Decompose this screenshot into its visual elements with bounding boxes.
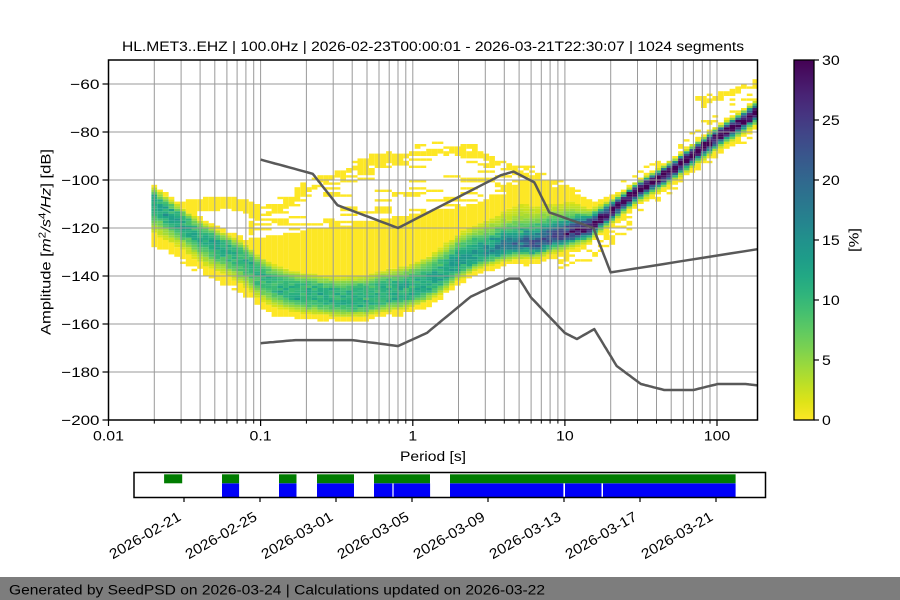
svg-text:−140: −140 — [61, 269, 99, 285]
svg-text:100: 100 — [704, 429, 731, 445]
svg-text:−200: −200 — [61, 413, 99, 429]
svg-text:0.01: 0.01 — [93, 429, 124, 445]
svg-text:30: 30 — [822, 53, 840, 69]
svg-text:25: 25 — [822, 113, 840, 129]
svg-text:−60: −60 — [70, 77, 99, 93]
svg-text:0.1: 0.1 — [250, 429, 272, 445]
svg-text:−100: −100 — [61, 173, 99, 189]
svg-text:1: 1 — [408, 429, 417, 445]
svg-text:5: 5 — [822, 353, 831, 369]
svg-text:−80: −80 — [70, 125, 99, 141]
svg-text:10: 10 — [556, 429, 574, 445]
svg-text:−160: −160 — [61, 317, 99, 333]
svg-text:Amplitude [m2/s4/Hz] [dB]: Amplitude [m2/s4/Hz] [dB] — [38, 149, 55, 335]
svg-text:−120: −120 — [61, 221, 99, 237]
svg-text:20: 20 — [822, 173, 840, 189]
svg-text:10: 10 — [822, 293, 840, 309]
svg-text:HL.MET3..EHZ | 100.0Hz | 2026-: HL.MET3..EHZ | 100.0Hz | 2026-02-23T00:0… — [122, 39, 744, 55]
svg-text:15: 15 — [822, 233, 840, 249]
svg-text:[%]: [%] — [847, 228, 863, 252]
svg-text:0: 0 — [822, 413, 831, 429]
svg-text:Period [s]: Period [s] — [400, 449, 466, 465]
svg-text:−180: −180 — [61, 365, 99, 381]
svg-text:Generated by SeedPSD on 2026-0: Generated by SeedPSD on 2026-03-24 | Cal… — [9, 583, 545, 599]
